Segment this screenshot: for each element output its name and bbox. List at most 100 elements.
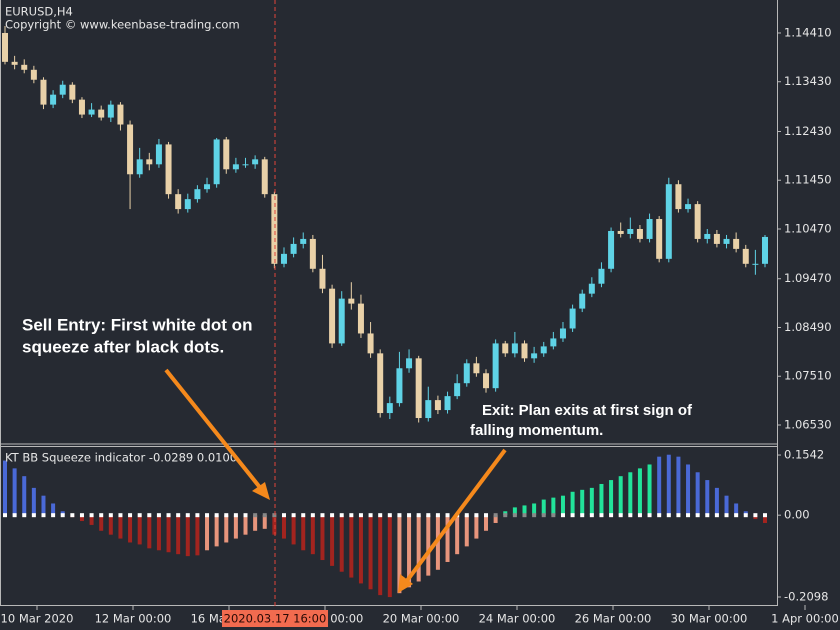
histogram-bar xyxy=(580,489,585,516)
squeeze-dot xyxy=(734,513,739,518)
candle-body xyxy=(454,383,461,397)
histogram-bar xyxy=(609,480,614,516)
candle-body xyxy=(252,159,259,165)
squeeze-dot xyxy=(368,513,373,518)
arrow xyxy=(404,448,507,584)
candle-body xyxy=(136,159,143,175)
candle-body xyxy=(733,238,740,249)
histogram-bar xyxy=(541,499,546,516)
squeeze-dot xyxy=(205,513,210,518)
candle-body xyxy=(175,194,182,210)
squeeze-dot xyxy=(580,513,585,518)
marks xyxy=(2,26,768,598)
squeeze-dot xyxy=(618,513,623,518)
histogram-bar xyxy=(176,515,181,555)
squeeze-dot xyxy=(474,513,479,518)
candle-body xyxy=(204,184,211,190)
candle-body xyxy=(675,184,682,210)
candle-body xyxy=(473,363,480,374)
candle-body xyxy=(223,139,230,170)
candle-body xyxy=(194,189,201,200)
candle-body xyxy=(290,243,297,254)
histogram-bar xyxy=(128,515,133,543)
y-tick-label: 1.13430 xyxy=(784,74,832,88)
candle-body xyxy=(617,230,624,234)
histogram-bar xyxy=(493,515,498,523)
histogram-bar xyxy=(12,468,17,516)
squeeze-dot xyxy=(137,513,142,518)
histogram-bar xyxy=(426,515,431,576)
candle-body xyxy=(598,268,605,284)
candle-body xyxy=(608,230,615,269)
candle-body xyxy=(579,293,586,309)
histogram-bar xyxy=(618,476,623,516)
x-tick-label: 26 Mar 00:00 xyxy=(575,612,652,626)
histogram-bar xyxy=(330,515,335,566)
candle-body xyxy=(752,263,759,265)
candle-body xyxy=(338,298,345,344)
squeeze-dot xyxy=(560,513,565,518)
histogram-bar xyxy=(272,515,277,535)
histogram-bar xyxy=(407,515,412,588)
histogram-bar xyxy=(368,515,373,590)
indicator-title: KT BB Squeeze indicator -0.0289 0.0100 xyxy=(5,451,237,465)
histogram-bar xyxy=(79,515,84,522)
squeeze-dot xyxy=(185,513,190,518)
histogram-bar xyxy=(137,515,142,545)
histogram-bar xyxy=(262,515,267,529)
squeeze-dot xyxy=(637,513,642,518)
y-tick-label: 0.00 xyxy=(784,508,810,522)
candle-body xyxy=(184,199,191,210)
histogram-bar xyxy=(224,515,229,543)
candle-body xyxy=(685,204,692,210)
histogram-bar xyxy=(734,503,739,516)
candle-body xyxy=(30,69,37,80)
histogram-bar xyxy=(445,515,450,562)
candle-body xyxy=(569,308,576,329)
histogram-bar xyxy=(570,491,575,516)
histogram-bar xyxy=(714,487,719,516)
histogram-bar xyxy=(301,515,306,551)
y-tick-label: 1.12430 xyxy=(784,124,832,138)
squeeze-dot xyxy=(628,513,633,518)
candle-body xyxy=(559,328,566,339)
candle-body xyxy=(213,139,220,185)
squeeze-dot xyxy=(31,513,36,518)
candle-body xyxy=(444,396,451,411)
candle-body xyxy=(98,109,105,118)
annotation: falling momentum. xyxy=(470,422,603,439)
candle-body xyxy=(146,159,153,165)
histogram-bar xyxy=(166,515,171,553)
candle-body xyxy=(723,238,730,244)
histogram-bar xyxy=(647,464,652,516)
y-tick-label: 1.08490 xyxy=(784,320,832,334)
squeeze-dot xyxy=(464,513,469,518)
squeeze-dot xyxy=(522,513,527,518)
candle-body xyxy=(396,368,403,404)
candle-body xyxy=(377,353,384,414)
squeeze-dot xyxy=(22,513,27,518)
histogram-bar xyxy=(763,515,767,523)
squeeze-dot xyxy=(705,513,710,518)
squeeze-dot xyxy=(253,513,258,518)
candle-body xyxy=(521,343,528,359)
candle-body xyxy=(280,253,287,264)
histogram-bar xyxy=(522,505,527,516)
squeeze-dot xyxy=(503,513,508,518)
squeeze-dot xyxy=(541,513,546,518)
candle-body xyxy=(540,346,547,354)
candle-body xyxy=(261,159,268,195)
candle-body xyxy=(117,104,124,125)
histogram-bar xyxy=(464,515,469,547)
candle-body xyxy=(502,343,509,354)
squeeze-dot xyxy=(99,513,104,518)
histogram-bar xyxy=(195,515,200,556)
histogram-bar xyxy=(387,515,392,598)
squeeze-dot xyxy=(609,513,614,518)
squeeze-dot xyxy=(195,513,200,518)
squeeze-dot xyxy=(301,513,306,518)
y-tick-label: 1.09470 xyxy=(784,271,832,285)
candle-body xyxy=(88,109,95,115)
squeeze-dot xyxy=(753,513,758,518)
squeeze-dot xyxy=(599,513,604,518)
